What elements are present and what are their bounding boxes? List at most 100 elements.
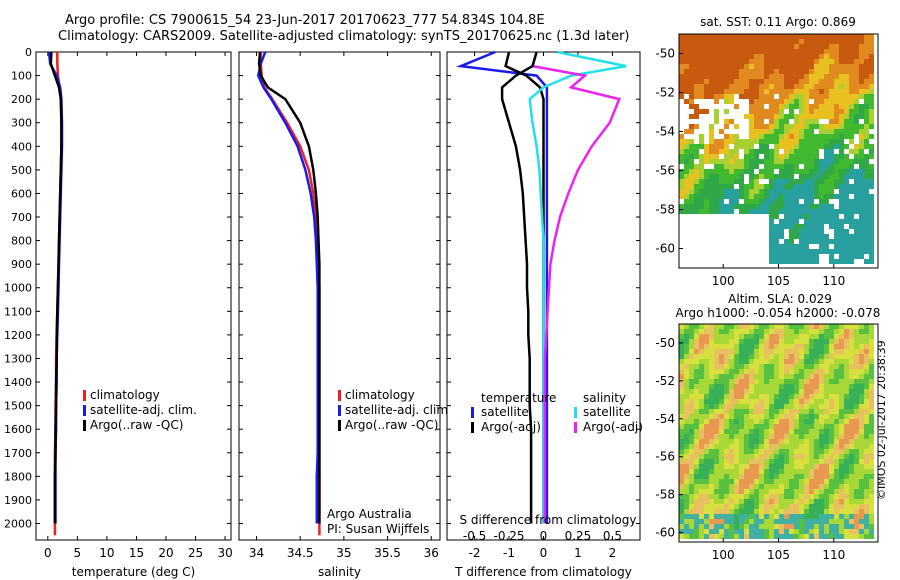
sla-map-cell	[719, 449, 724, 454]
temperature-xtick-label: 10	[99, 546, 114, 560]
sla-map-cell	[779, 534, 784, 539]
sla-map-cell	[804, 429, 809, 434]
sst-map-cell	[789, 209, 794, 214]
sst-map-cell	[734, 199, 739, 204]
sla-map-cell	[854, 429, 859, 434]
sst-map-cell	[869, 54, 874, 59]
sla-map-cell	[759, 504, 764, 509]
sla-map-cell	[839, 534, 844, 539]
sst-map-cell	[769, 189, 774, 194]
sla-map-cell	[854, 334, 859, 339]
sla-map-cell	[844, 384, 849, 389]
sla-map-cell	[764, 429, 769, 434]
sst-map-cell	[854, 84, 859, 89]
sla-map-cell	[839, 374, 844, 379]
sst-map-cell	[819, 59, 824, 64]
sla-map-cell	[679, 439, 684, 444]
sla-map-cell	[679, 504, 684, 509]
sla-map-cell	[729, 344, 734, 349]
sla-map-cell	[864, 464, 869, 469]
sla-map-cell	[804, 329, 809, 334]
sla-map-cell	[739, 464, 744, 469]
sla-map-cell	[779, 419, 784, 424]
sla-map-cell	[689, 454, 694, 459]
sst-map-cell	[849, 249, 854, 254]
sla-map-cell	[699, 404, 704, 409]
sla-map-cell	[839, 399, 844, 404]
sla-map-cell	[774, 524, 779, 529]
sst-map-cell	[839, 84, 844, 89]
sst-map-cell	[799, 169, 804, 174]
sst-map-cell	[789, 169, 794, 174]
sst-map-cell	[734, 169, 739, 174]
sla-map-cell	[704, 489, 709, 494]
sla-map-cell	[789, 509, 794, 514]
sst-map-cell	[804, 219, 809, 224]
depth-tick-label: 0	[25, 46, 32, 59]
sla-map-cell	[854, 424, 859, 429]
sla-map-cell	[859, 389, 864, 394]
sla-map-cell	[849, 414, 854, 419]
sla-map-cell	[819, 369, 824, 374]
sla-map-cell	[789, 499, 794, 504]
sst-map-cell	[864, 64, 869, 69]
sla-map-cell	[744, 384, 749, 389]
sst-map-cell	[684, 149, 689, 154]
sla-map-cell	[689, 404, 694, 409]
sst-map-cell	[804, 244, 809, 249]
sst-map-cell	[779, 99, 784, 104]
sla-map-cell	[704, 419, 709, 424]
sst-map-cell	[859, 94, 864, 99]
sla-map-cell	[744, 469, 749, 474]
sla-map-cell	[779, 484, 784, 489]
sla-map-cell	[814, 484, 819, 489]
sla-map-cell	[749, 499, 754, 504]
sla-map-cell	[684, 394, 689, 399]
sst-map-cell	[689, 164, 694, 169]
sst-map-cell	[764, 109, 769, 114]
sla-map-cell	[679, 339, 684, 344]
sla-map-cell	[864, 379, 869, 384]
sst-map-cell	[834, 99, 839, 104]
sst-map-cell	[709, 209, 714, 214]
sla-map-cell	[754, 364, 759, 369]
sla-map-cell	[864, 424, 869, 429]
sla-map-cell	[679, 324, 684, 329]
sla-map-cell	[714, 454, 719, 459]
sst-map-cell	[824, 104, 829, 109]
sst-map-cell	[779, 209, 784, 214]
sst-map-cell	[739, 39, 744, 44]
sla-map-cell	[859, 374, 864, 379]
sst-map-cell	[854, 189, 859, 194]
sla-map-cell	[864, 444, 869, 449]
sst-map-cell	[804, 54, 809, 59]
sla-map-cell	[689, 419, 694, 424]
sst-map-cell	[834, 114, 839, 119]
sst-map-cell	[709, 129, 714, 134]
sla-map-cell	[744, 419, 749, 424]
sst-map-cell	[699, 204, 704, 209]
sst-map-cell	[804, 174, 809, 179]
sla-map-cell	[739, 469, 744, 474]
sla-map-cell	[824, 399, 829, 404]
sst-map-cell	[854, 209, 859, 214]
sla-map-cell	[789, 489, 794, 494]
sla-map-cell	[859, 324, 864, 329]
sla-map-cell	[774, 474, 779, 479]
sst-map-cell	[764, 169, 769, 174]
sla-map-cell	[709, 419, 714, 424]
sla-map-cell	[744, 439, 749, 444]
sla-map-cell	[799, 469, 804, 474]
sst-map-cell	[784, 249, 789, 254]
sla-map-cell	[769, 474, 774, 479]
sla-map-cell	[734, 439, 739, 444]
sst-map-cell	[679, 49, 684, 54]
temperature-xtick-label: 5	[74, 546, 82, 560]
sla-map-cell	[864, 534, 869, 539]
sla-map-cell	[689, 439, 694, 444]
sla-map-cell	[794, 389, 799, 394]
sla-map-cell	[709, 429, 714, 434]
sst-map-cell	[844, 74, 849, 79]
sst-map-cell	[699, 164, 704, 169]
sla-map-cell	[839, 379, 844, 384]
